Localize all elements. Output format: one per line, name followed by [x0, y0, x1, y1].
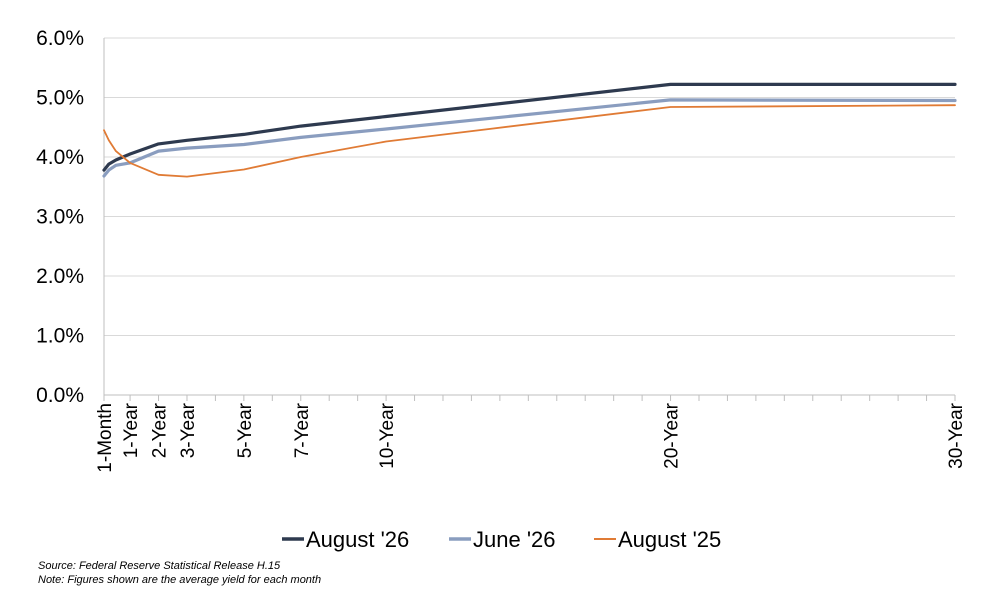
y-tick-label: 1.0% — [36, 325, 84, 348]
x-tick-label: 10-Year — [377, 402, 398, 469]
yield-curve-chart: 0.0% 1.0% 2.0% 3.0% 4.0% 5.0% 6.0% 1-Month 1-Ye… — [36, 27, 967, 552]
x-tick-label: 20-Year — [662, 402, 683, 469]
x-tick-label: 1-Month — [95, 403, 116, 473]
series-line — [102, 82, 957, 172]
footnote: Note: Figures shown are the average yiel… — [38, 574, 322, 586]
x-axis-ticks: 1-Month 1-Year 2-Year 3-Year 5-Year 7-Year 10-… — [95, 395, 967, 473]
x-tick-label: 2-Year — [150, 402, 171, 458]
series-line — [103, 104, 956, 178]
x-tick-label: 5-Year — [235, 402, 256, 458]
y-tick-label: 2.0% — [36, 265, 84, 288]
legend: August '26 June '26 August '25 — [282, 527, 721, 552]
series-line — [102, 98, 957, 178]
y-axis-ticks: 0.0% 1.0% 2.0% 3.0% 4.0% 5.0% 6.0% — [36, 27, 84, 407]
series-lines — [102, 82, 957, 178]
legend-label: August '25 — [618, 527, 721, 552]
x-tick-label: 7-Year — [292, 402, 313, 458]
legend-label: June '26 — [473, 527, 556, 552]
gridlines — [104, 37, 955, 336]
y-tick-label: 0.0% — [36, 384, 84, 407]
x-tick-label: 3-Year — [178, 402, 199, 458]
x-tick-label: 1-Year — [121, 402, 142, 458]
y-tick-label: 5.0% — [36, 87, 84, 110]
x-tick-label: 30-Year — [946, 402, 967, 469]
y-tick-label: 3.0% — [36, 206, 84, 229]
source-note: Source: Federal Reserve Statistical Rele… — [38, 560, 281, 572]
y-tick-label: 6.0% — [36, 27, 84, 50]
legend-label: August '26 — [306, 527, 409, 552]
y-tick-label: 4.0% — [36, 146, 84, 169]
